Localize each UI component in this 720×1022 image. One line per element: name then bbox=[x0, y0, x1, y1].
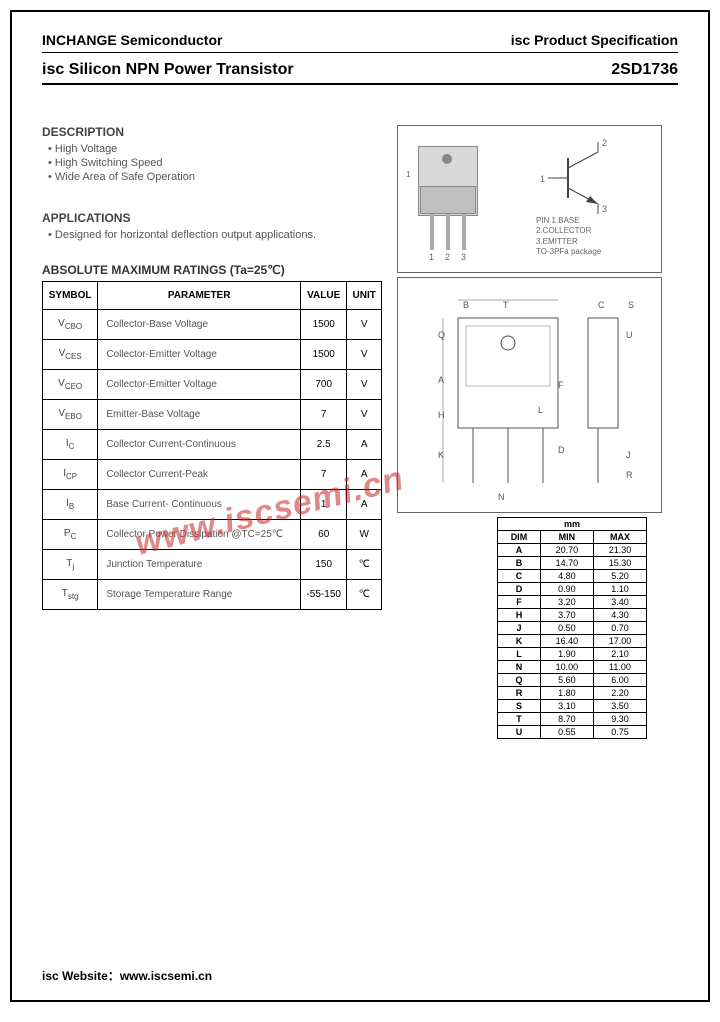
svg-text:L: L bbox=[538, 405, 543, 415]
desc-bullet: • High Switching Speed bbox=[48, 157, 382, 169]
svg-text:3: 3 bbox=[602, 204, 607, 214]
table-row: VEBOEmitter-Base Voltage7V bbox=[43, 400, 382, 430]
ratings-title: ABSOLUTE MAXIMUM RATINGS (Ta=25℃) bbox=[42, 263, 382, 277]
svg-text:J: J bbox=[626, 450, 631, 460]
lead-3 bbox=[462, 214, 466, 250]
table-row: K16.4017.00 bbox=[498, 635, 647, 648]
table-row: F3.203.40 bbox=[498, 596, 647, 609]
lead-2 bbox=[446, 214, 450, 250]
dim-header: MIN bbox=[540, 531, 593, 544]
table-row: PCCollector Power Dissipation @TC=25℃60W bbox=[43, 520, 382, 550]
table-row: R1.802.20 bbox=[498, 687, 647, 700]
table-row: TjJunction Temperature150℃ bbox=[43, 550, 382, 580]
svg-text:R: R bbox=[626, 470, 633, 480]
ratings-header: PARAMETER bbox=[98, 282, 301, 310]
divider bbox=[42, 52, 678, 53]
dim-header: DIM bbox=[498, 531, 541, 544]
table-row: J0.500.70 bbox=[498, 622, 647, 635]
svg-text:N: N bbox=[498, 492, 505, 502]
description-title: DESCRIPTION bbox=[42, 125, 382, 139]
table-row: VCBOCollector-Base Voltage1500V bbox=[43, 310, 382, 340]
package-outline: B T C S Q A H K N D F U J R L bbox=[408, 288, 653, 508]
table-row: D0.901.10 bbox=[498, 583, 647, 596]
spec-label: isc Product Specification bbox=[511, 32, 678, 48]
table-row: T8.709.30 bbox=[498, 713, 647, 726]
svg-text:C: C bbox=[598, 300, 605, 310]
table-row: U0.550.75 bbox=[498, 726, 647, 739]
svg-text:F: F bbox=[558, 380, 564, 390]
pin-label-1: 1 bbox=[406, 170, 410, 180]
svg-text:D: D bbox=[558, 445, 565, 455]
pin-num: 2 bbox=[445, 252, 450, 262]
table-row: TstgStorage Temperature Range-55-150℃ bbox=[43, 580, 382, 610]
svg-text:1: 1 bbox=[540, 174, 545, 184]
desc-bullet: • Wide Area of Safe Operation bbox=[48, 171, 382, 183]
dimension-diagram: B T C S Q A H K N D F U J R L bbox=[397, 277, 662, 513]
table-row: ICPCollector Current-Peak7A bbox=[43, 460, 382, 490]
table-row: N10.0011.00 bbox=[498, 661, 647, 674]
table-row: IBBase Current- Continuous1A bbox=[43, 490, 382, 520]
desc-bullet: • High Voltage bbox=[48, 143, 382, 155]
table-row: Q5.606.00 bbox=[498, 674, 647, 687]
lead-1 bbox=[430, 214, 434, 250]
dim-unit: mm bbox=[498, 518, 647, 531]
table-row: L1.902.10 bbox=[498, 648, 647, 661]
pin-labels: PIN 1.BASE 2.COLLECTOR 3.EMITTER TO-3PFa… bbox=[536, 216, 601, 258]
table-row: S3.103.50 bbox=[498, 700, 647, 713]
part-number: 2SD1736 bbox=[611, 61, 678, 79]
table-row: A20.7021.30 bbox=[498, 544, 647, 557]
applications-title: APPLICATIONS bbox=[42, 211, 382, 225]
svg-text:B: B bbox=[463, 300, 469, 310]
svg-text:Q: Q bbox=[438, 330, 445, 340]
transistor-symbol: 1 2 3 bbox=[538, 138, 648, 218]
svg-text:2: 2 bbox=[602, 138, 607, 148]
ratings-table: SYMBOL PARAMETER VALUE UNIT VCBOCollecto… bbox=[42, 281, 382, 610]
ratings-header: VALUE bbox=[301, 282, 347, 310]
divider bbox=[42, 83, 678, 85]
company-name: INCHANGE Semiconductor bbox=[42, 32, 222, 48]
pin-num: 3 bbox=[461, 252, 466, 262]
table-row: ICCollector Current-Continuous2.5A bbox=[43, 430, 382, 460]
mounting-hole bbox=[442, 154, 452, 164]
pin-num: 1 bbox=[429, 252, 434, 262]
ratings-header: UNIT bbox=[347, 282, 382, 310]
svg-text:S: S bbox=[628, 300, 634, 310]
app-bullet: • Designed for horizontal deflection out… bbox=[48, 229, 382, 241]
table-row: VCEOCollector-Emitter Voltage700V bbox=[43, 370, 382, 400]
dimensions-table: mm DIM MIN MAX A20.7021.30B14.7015.30C4.… bbox=[497, 517, 647, 739]
svg-text:U: U bbox=[626, 330, 633, 340]
footer: isc Website：www.iscsemi.cn bbox=[42, 967, 212, 984]
table-row: C4.805.20 bbox=[498, 570, 647, 583]
ratings-header: SYMBOL bbox=[43, 282, 98, 310]
package-diagram: 1 2 3 1 1 2 3 PIN 1.BASE 2.COLLECTOR 3.E… bbox=[397, 125, 662, 273]
table-row: H3.704.30 bbox=[498, 609, 647, 622]
dim-header: MAX bbox=[593, 531, 646, 544]
svg-text:T: T bbox=[503, 300, 509, 310]
svg-text:H: H bbox=[438, 410, 445, 420]
table-row: VCESCollector-Emitter Voltage1500V bbox=[43, 340, 382, 370]
table-row: B14.7015.30 bbox=[498, 557, 647, 570]
product-title: isc Silicon NPN Power Transistor bbox=[42, 61, 294, 79]
transistor-lower bbox=[420, 186, 476, 214]
